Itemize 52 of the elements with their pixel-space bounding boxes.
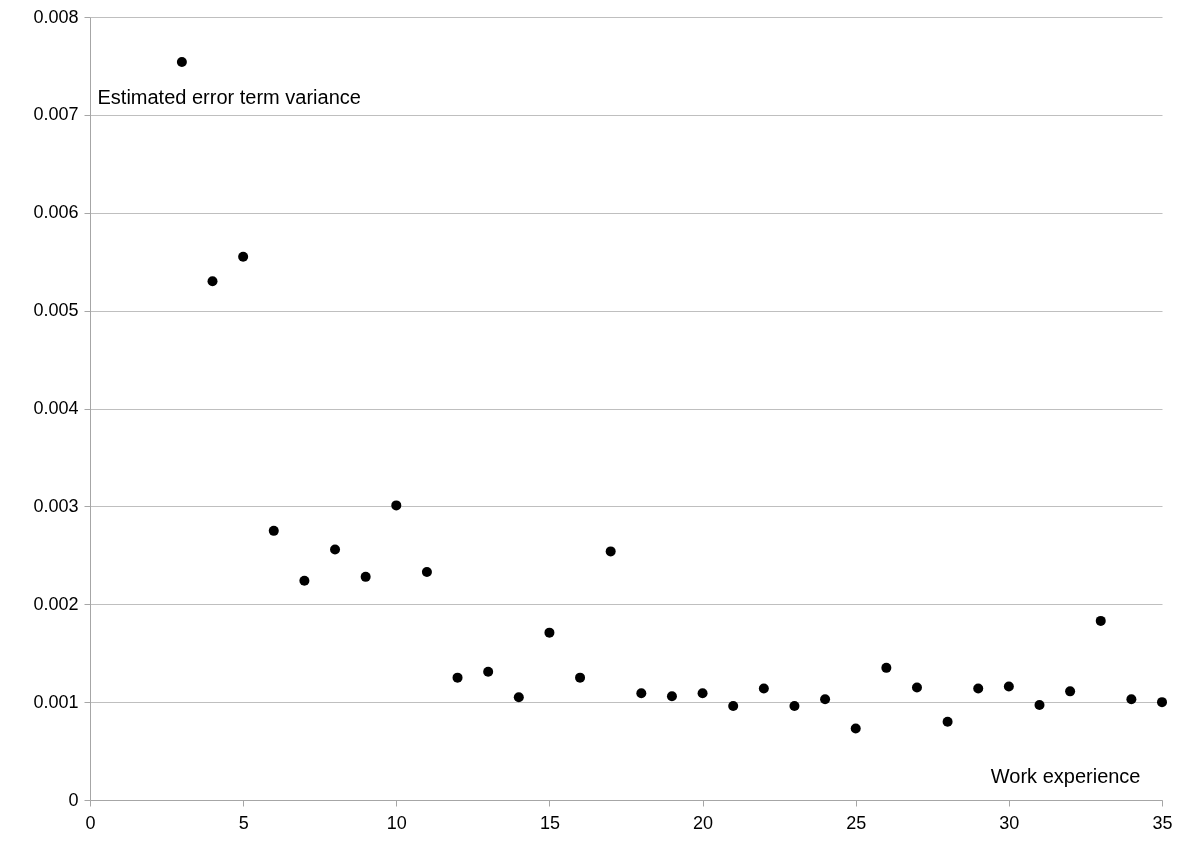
y-tick-label: 0.003	[33, 495, 79, 516]
point	[360, 571, 371, 582]
x-tick-label: 20	[693, 812, 714, 833]
point	[176, 57, 187, 68]
point	[207, 276, 218, 287]
point	[575, 672, 586, 683]
y-tick-label: 0.007	[33, 104, 79, 125]
point	[513, 692, 524, 703]
point	[758, 683, 769, 694]
y-axis-title: Estimated error term variance	[97, 85, 361, 108]
point	[973, 683, 984, 694]
point	[421, 566, 432, 577]
point	[544, 627, 555, 638]
point	[697, 688, 708, 699]
point	[238, 251, 249, 262]
y-tick-label: 0.005	[33, 300, 79, 321]
y-tick-label: 0.008	[33, 6, 79, 27]
x-tick-label: 0	[85, 812, 96, 833]
point	[391, 500, 402, 511]
point	[1095, 615, 1106, 626]
x-tick-label: 15	[539, 812, 560, 833]
point	[789, 701, 800, 712]
point	[605, 546, 616, 557]
point	[452, 672, 463, 683]
point	[881, 662, 892, 673]
point	[666, 691, 677, 702]
point	[911, 682, 922, 693]
y-tick-label: 0.001	[33, 691, 79, 712]
y-tick-label: 0.002	[33, 593, 79, 614]
x-axis-title: Work experience	[990, 764, 1141, 787]
point	[1157, 697, 1167, 708]
y-tick-label: 0.006	[33, 202, 79, 223]
y-tick-label: 0.004	[33, 398, 79, 418]
point	[268, 525, 279, 536]
point	[1034, 700, 1045, 711]
point	[820, 694, 831, 705]
point	[1126, 694, 1137, 705]
x-tick-label: 10	[386, 812, 407, 833]
point	[330, 544, 341, 555]
point	[942, 716, 953, 727]
point	[299, 575, 310, 586]
x-tick-label: 25	[846, 812, 867, 833]
point	[728, 701, 739, 712]
x-tick-label: 5	[238, 812, 249, 833]
point	[1065, 686, 1076, 697]
point	[636, 688, 647, 699]
x-tick-label: 30	[999, 812, 1020, 833]
y-tick-label: 0	[68, 789, 79, 810]
point	[850, 723, 861, 734]
point	[1003, 681, 1014, 692]
point	[483, 666, 494, 677]
x-tick-label: 35	[1152, 812, 1173, 833]
